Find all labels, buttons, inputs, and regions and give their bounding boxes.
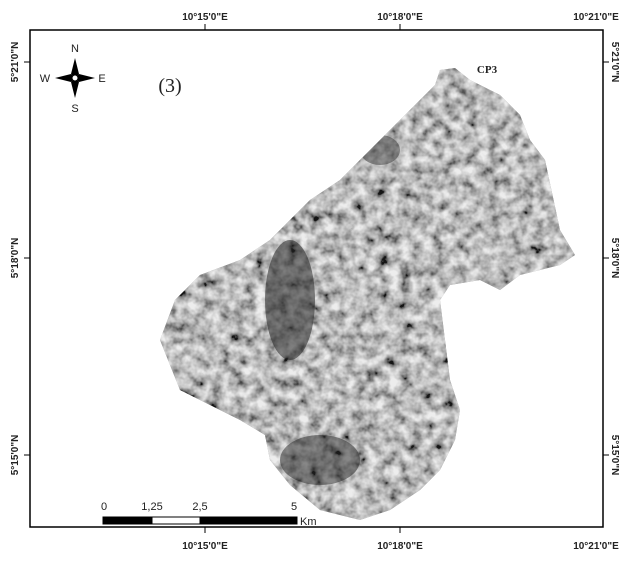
bottom-label: 10°15'0"E [182,541,228,552]
compass-e: E [98,73,105,85]
top-label: 10°21'0"E [573,12,619,23]
right-label: 5°18'0"N [609,238,620,279]
compass-s: S [71,103,78,115]
left-label: 5°21'0"N [10,42,21,83]
top-label: 10°18'0"E [377,12,423,23]
scale-label: 1,25 [141,501,162,513]
scale-label: 0 [101,501,107,513]
scale-label: 5 [291,501,297,513]
left-label: 5°15'0"N [10,435,21,476]
bottom-label: 10°18'0"E [377,541,423,552]
map: 10°15'0"E 10°18'0"E 10°21'0"E 10°15'0"E … [0,0,623,557]
compass-n: N [71,43,79,55]
right-label: 5°15'0"N [609,435,620,476]
top-label: 10°15'0"E [182,12,228,23]
panel-label: (3) [158,75,181,97]
compass-w: W [40,73,51,85]
scale-label: 2,5 [192,501,207,513]
scale-unit: Km [300,516,317,528]
left-label: 5°18'0"N [10,238,21,279]
scale-bar [103,517,297,524]
point-label: CP3 [477,64,498,76]
bottom-label: 10°21'0"E [573,541,619,552]
right-label: 5°21'0"N [609,42,620,83]
